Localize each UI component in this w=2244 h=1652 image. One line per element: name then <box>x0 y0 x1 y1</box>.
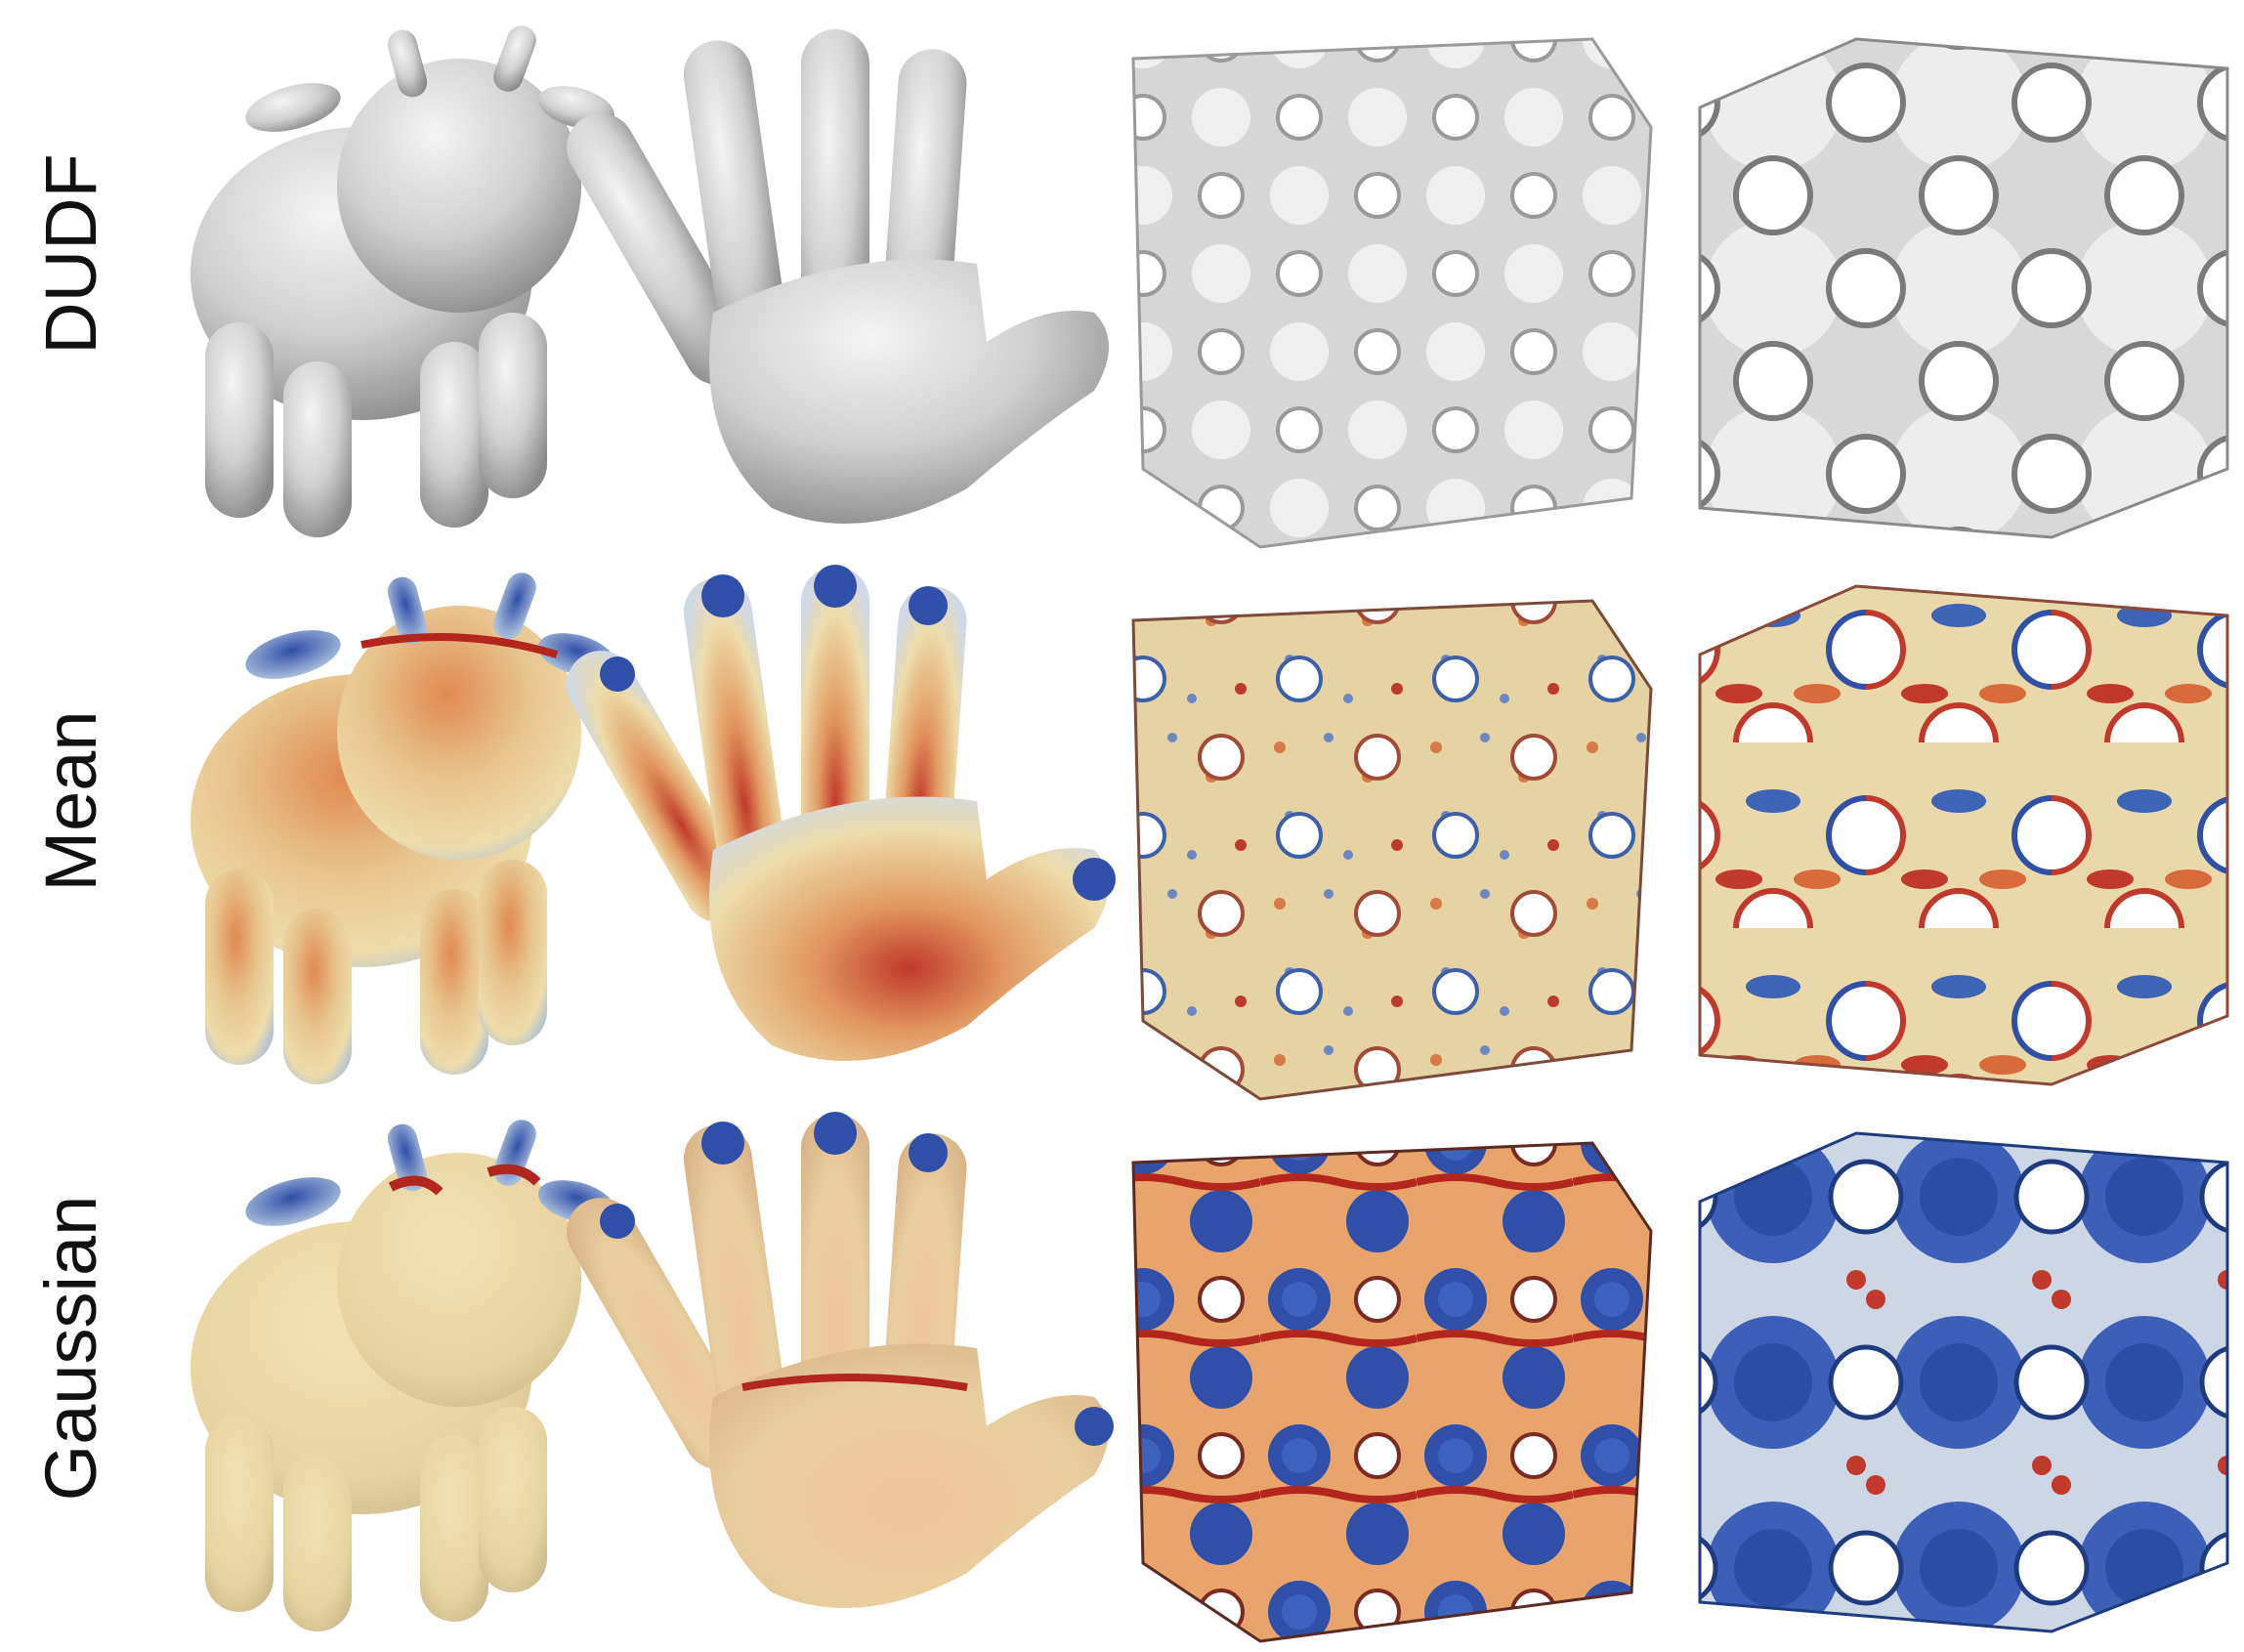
row-label-mean: Mean <box>30 710 111 892</box>
row-label-dudf: DUDF <box>30 153 111 355</box>
gaussian-hand <box>567 1104 1123 1631</box>
mean-schwarz-lattice <box>1680 557 2237 1094</box>
row-label-gaussian: Gaussian <box>30 1195 111 1502</box>
gaussian-gyroid-lattice <box>1104 1104 1671 1651</box>
gaussian-cow <box>166 1104 615 1651</box>
dudf-hand <box>567 20 1123 547</box>
mean-gyroid-lattice <box>1104 562 1671 1109</box>
mean-hand <box>567 557 1123 1084</box>
dudf-cow <box>166 10 615 557</box>
dudf-gyroid-lattice <box>1104 0 1671 557</box>
gaussian-schwarz-lattice <box>1680 1104 2237 1641</box>
dudf-schwarz-lattice <box>1680 10 2237 547</box>
mean-cow <box>166 557 615 1104</box>
